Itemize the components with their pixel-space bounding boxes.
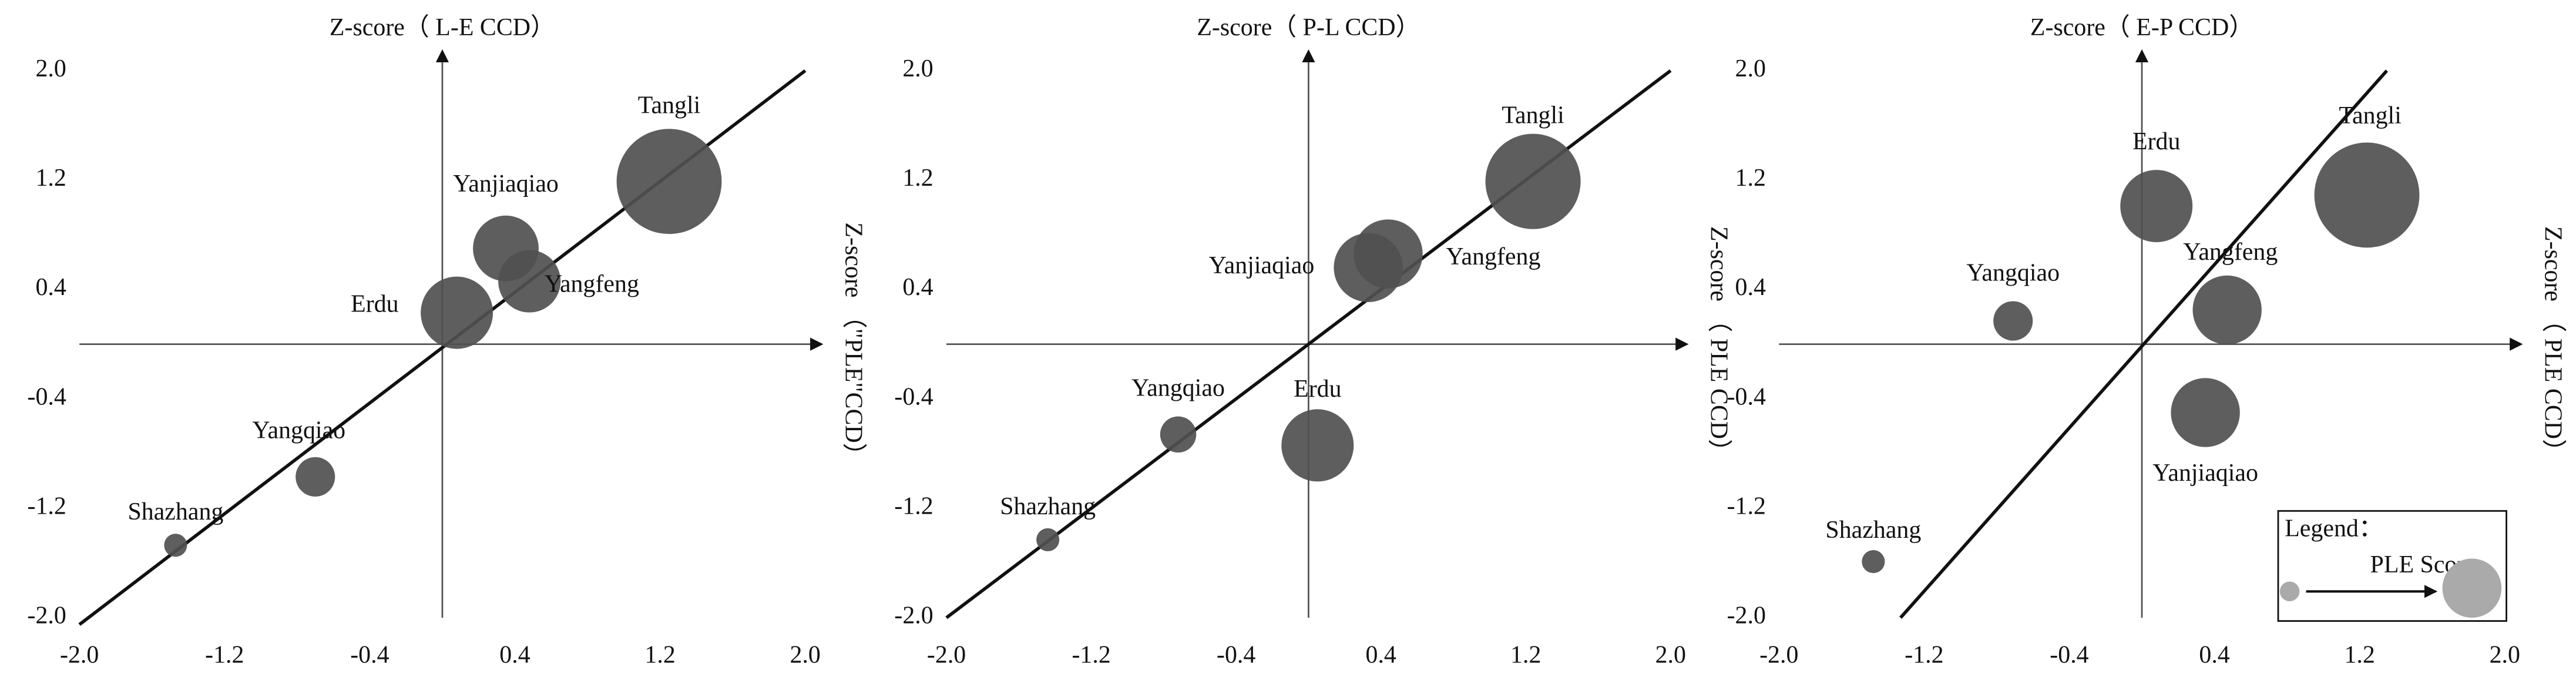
legend-small [2279, 581, 2300, 602]
y-tick-label: 1.2 [902, 165, 933, 192]
y-tick-label: -2.0 [1727, 602, 1766, 629]
x-tick-label: 1.2 [2344, 642, 2375, 669]
bubble [498, 250, 561, 313]
y-tick-label: 0.4 [902, 274, 933, 301]
point-label: Shazhang [1825, 517, 1921, 544]
y-tick-label: -2.0 [27, 602, 66, 629]
point-label: Tangli [2339, 102, 2401, 129]
y-tick-label: 1.2 [35, 165, 66, 192]
legend-large [2442, 558, 2502, 618]
point-label: Yanjiaqiao [1209, 252, 1315, 279]
y-tick-label: 2.0 [902, 55, 933, 82]
point-label: Yanjiaqiao [453, 170, 559, 197]
x-tick-label: 1.2 [1510, 642, 1541, 669]
bubble [164, 534, 187, 557]
bubble [421, 276, 493, 349]
x-axis-title: Z-score（ L-E CCD） [330, 14, 555, 41]
y-tick-label: -1.2 [1727, 493, 1766, 520]
point-label: Yangqiao [1966, 259, 2060, 286]
x-tick-label: -2.0 [927, 642, 966, 669]
bubble [2314, 142, 2420, 248]
point-label: Yangqiao [1131, 374, 1225, 401]
y-tick-label: 2.0 [35, 55, 66, 82]
x-tick-label: -0.4 [1217, 642, 1255, 669]
y-tick-label: -1.2 [894, 493, 933, 520]
x-tick-label: -0.4 [2050, 642, 2088, 669]
point-label: Shazhang [127, 498, 223, 525]
bubble [1160, 416, 1197, 453]
x-tick-label: 0.4 [2199, 642, 2229, 669]
point-label: Erdu [351, 291, 399, 318]
legend-box [2277, 510, 2507, 622]
bubble [1485, 133, 1581, 229]
bubble [1281, 409, 1354, 482]
point-label: Yanjiaqiao [2152, 460, 2258, 487]
y-axis-title: Z-score （ PLE CCD） [1705, 226, 1732, 464]
y-tick-label: 2.0 [1735, 55, 1766, 82]
y-tick-label: -0.4 [27, 383, 66, 410]
x-tick-label: -1.2 [205, 642, 244, 669]
y-tick-label: 0.4 [35, 274, 66, 301]
x-tick-label: 2.0 [2490, 642, 2520, 669]
bubble [616, 129, 722, 235]
x-tick-label: -2.0 [60, 642, 99, 669]
bubble [1334, 233, 1403, 302]
bubble [2171, 378, 2240, 447]
point-label: Tangli [638, 92, 700, 119]
x-tick-label: 2.0 [1655, 642, 1686, 669]
y-tick-label: -1.2 [27, 493, 66, 520]
point-label: Yangfeng [545, 271, 639, 298]
y-tick-label: 1.2 [1735, 165, 1766, 192]
point-label: Tangli [1502, 102, 1564, 129]
x-tick-label: 2.0 [790, 642, 821, 669]
y-tick-label: -2.0 [894, 602, 933, 629]
x-tick-label: 0.4 [1366, 642, 1396, 669]
bubble [1862, 550, 1885, 574]
y-axis-title: Z-score （ PLE CCD） [2539, 226, 2566, 464]
x-tick-label: -1.2 [1072, 642, 1110, 669]
y-tick-label: -0.4 [894, 383, 933, 410]
y-tick-label: -0.4 [1727, 383, 1766, 410]
point-label: Erdu [1294, 376, 1342, 403]
x-tick-label: 0.4 [499, 642, 530, 669]
fit-line [1899, 69, 2389, 619]
x-tick-label: -2.0 [1759, 642, 1798, 669]
legend-title: Legend： [2285, 515, 2383, 542]
x-tick-label: -1.2 [1905, 642, 1943, 669]
bubble [2192, 275, 2262, 345]
point-label: Shazhang [1000, 493, 1096, 520]
bubble [295, 457, 335, 497]
point-label: Yangfeng [2183, 239, 2278, 266]
x-tick-label: 1.2 [644, 642, 675, 669]
x-axis-title: Z-score（ E-P CCD） [2030, 14, 2253, 41]
y-tick-label: 0.4 [1735, 274, 1766, 301]
y-axis-title: Z-score （"PLE"CCD） [839, 222, 866, 467]
point-label: Erdu [2132, 128, 2181, 155]
bubble [1036, 528, 1060, 551]
bubble [2120, 170, 2193, 243]
bubble [1993, 301, 2033, 341]
point-label: Yangfeng [1446, 243, 1540, 270]
x-axis-title: Z-score（ P-L CCD） [1197, 14, 1420, 41]
point-label: Yangqiao [252, 417, 345, 444]
x-tick-label: -0.4 [350, 642, 389, 669]
